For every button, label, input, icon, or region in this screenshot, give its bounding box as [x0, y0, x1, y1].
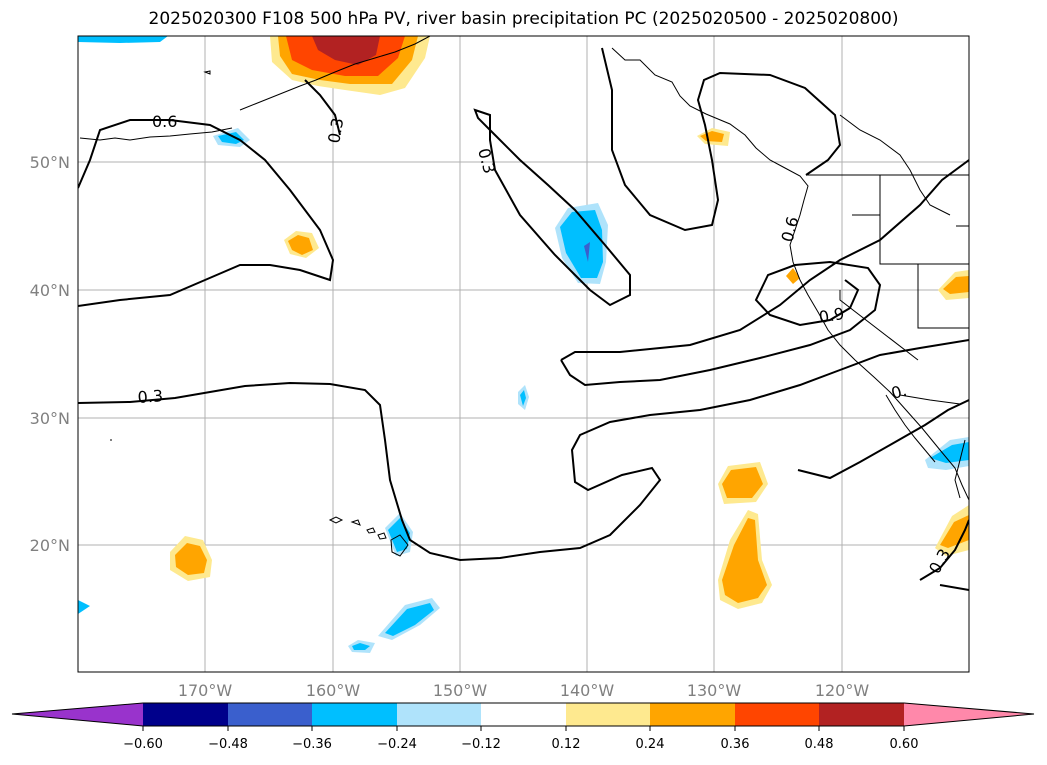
colorbar-extend-min: [12, 703, 143, 726]
lon-label: 160°W: [306, 681, 361, 700]
borders: [806, 114, 969, 405]
precip-patch-mid-pacific-orange: [284, 231, 319, 258]
precip-patch-gulf-alaska-blue: [555, 203, 608, 284]
colorbar-segment: [481, 703, 566, 726]
lat-label: 30°N: [30, 409, 70, 428]
precip-patch-pnw-orange: [697, 128, 800, 284]
colorbar-extend-max: [904, 703, 1034, 726]
colorbar-tick-label: −0.36: [292, 737, 332, 752]
colorbar-segment: [650, 703, 735, 726]
longitude-labels: 170°W 160°W 150°W 140°W 130°W 120°W: [178, 681, 870, 700]
contour-label: 0.9: [817, 304, 845, 327]
islands: [110, 70, 409, 557]
precip-patch-west-blue: [78, 600, 90, 614]
chart-title: 2025020300 F108 500 hPa PV, river basin …: [148, 9, 899, 29]
latitude-labels: 50°N 40°N 30°N 20°N: [30, 153, 70, 555]
colorbar-tick-label: 0.12: [552, 737, 581, 752]
contour-label: 0.3: [324, 116, 347, 144]
colorbar-tick-label: −0.24: [377, 737, 417, 752]
colorbar-tick-label: −0.12: [461, 737, 501, 752]
colorbar-tick-label: 0.24: [636, 737, 665, 752]
lon-label: 170°W: [178, 681, 233, 700]
colorbar-tick-label: −0.48: [208, 737, 248, 752]
lon-label: 150°W: [433, 681, 488, 700]
colorbar: −0.60 −0.48 −0.36 −0.24 −0.12 0.12 0.24 …: [11, 702, 1035, 752]
lon-label: 120°W: [815, 681, 870, 700]
precip-patch-mexico-blue: [925, 437, 969, 470]
lon-label: 140°W: [560, 681, 615, 700]
map-frame: [77, 35, 970, 673]
colorbar-tick-label: 0.36: [721, 737, 750, 752]
lon-label: 130°W: [687, 681, 742, 700]
colorbar-tick-label: 0.60: [890, 737, 919, 752]
colorbar-segment: [397, 703, 481, 726]
contour-label: 0.3: [137, 386, 164, 407]
lat-label: 20°N: [30, 536, 70, 555]
contour-label: 0.3: [474, 146, 499, 176]
colorbar-segment: [228, 703, 312, 726]
contour-label: 0.6: [778, 215, 803, 245]
lat-label: 40°N: [30, 281, 70, 300]
pv-contours: [78, 47, 969, 591]
colorbar-segment: [735, 703, 819, 726]
precip-patch-baja-orange: [718, 462, 772, 609]
precip-patch-small-blue-core: [520, 390, 526, 406]
colorbar-segment: [819, 703, 904, 726]
contour-label: 0.: [889, 381, 909, 403]
gridlines: [78, 36, 969, 672]
precip-patch-south-blue: [348, 598, 440, 653]
precip-patch-southwest-orange: [170, 536, 212, 581]
colorbar-segment: [566, 703, 650, 726]
colorbar-tick-label: −0.60: [123, 737, 163, 752]
colorbar-tick-label: 0.48: [805, 737, 834, 752]
precip-patch-aleutian-blue-core: [218, 132, 244, 144]
lat-label: 50°N: [30, 153, 70, 172]
precip-patch-nw-corner-blue: [78, 36, 168, 43]
precip-patch-east-orange: [935, 270, 969, 556]
contour-label: 0.6: [152, 112, 177, 131]
colorbar-segment: [143, 703, 228, 726]
colorbar-segment: [312, 703, 397, 726]
coastlines: [79, 36, 969, 501]
